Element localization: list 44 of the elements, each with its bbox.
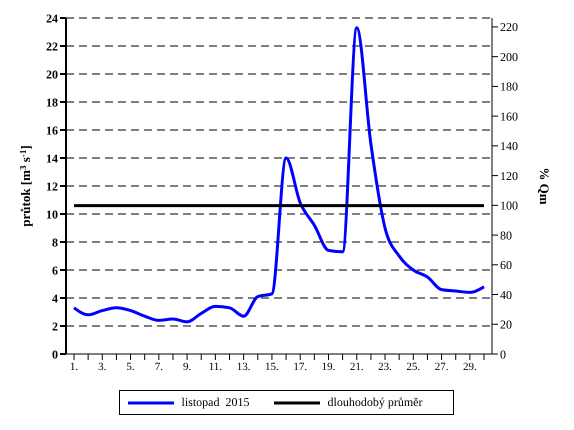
y-tick-label: 6 <box>52 263 58 278</box>
x-tick-label: 3. <box>98 360 107 373</box>
y-tick-label: 20 <box>46 67 58 82</box>
y2-tick-label: 100 <box>500 198 518 213</box>
y2-tick-label: 220 <box>500 20 518 34</box>
y2-tick-label: 120 <box>500 168 518 183</box>
x-tick-label: 17. <box>293 360 308 373</box>
y2-tick-label: 140 <box>500 139 518 154</box>
x-tick-label: 29. <box>462 360 477 373</box>
x-tick-label: 5. <box>126 360 135 373</box>
x-tick-label: 27. <box>434 360 449 373</box>
x-tick-label: 15. <box>265 360 280 373</box>
y-tick-label: 10 <box>46 207 58 222</box>
x-tick-label: 1. <box>70 360 78 373</box>
y2-tick-label: 180 <box>500 80 518 94</box>
x-tick-label: 9. <box>182 360 192 373</box>
x-tick-label: 7. <box>154 360 164 373</box>
y2-tick-label: 60 <box>500 258 512 272</box>
y-tick-label: 2 <box>52 319 58 334</box>
x-tick-label: 11. <box>208 360 222 373</box>
y-tick-label: 14 <box>46 151 58 166</box>
x-tick-label: 21. <box>350 360 364 373</box>
y-tick-label: 24 <box>46 11 58 26</box>
y-tick-label: 18 <box>46 95 58 110</box>
y2-tick-label: 80 <box>500 228 512 242</box>
y-tick-label: 0 <box>52 347 58 362</box>
y-tick-label: 16 <box>46 123 58 138</box>
legend-label: listopad 2015 <box>180 395 250 410</box>
line-series <box>72 26 486 324</box>
y-tick-label: 12 <box>46 179 58 194</box>
y-tick-label: 22 <box>46 39 58 54</box>
y-tick-label: 4 <box>52 291 58 306</box>
y2-tick-label: 20 <box>500 318 512 332</box>
legend-label: dlouhodobý průměr <box>326 395 422 410</box>
x-tick-label: 25. <box>406 360 420 373</box>
y-tick-label: 8 <box>52 235 58 250</box>
y2-tick-label: 200 <box>500 50 518 64</box>
x-tick-label: 23. <box>378 360 392 373</box>
y2-tick-label: 0 <box>500 347 506 362</box>
x-tick-label: 19. <box>322 360 336 373</box>
x-tick-label: 13. <box>236 360 251 373</box>
y2-tick-label: 160 <box>500 109 518 124</box>
y2-tick-label: 40 <box>500 288 512 302</box>
y2-axis-title: % Qm <box>537 167 552 205</box>
